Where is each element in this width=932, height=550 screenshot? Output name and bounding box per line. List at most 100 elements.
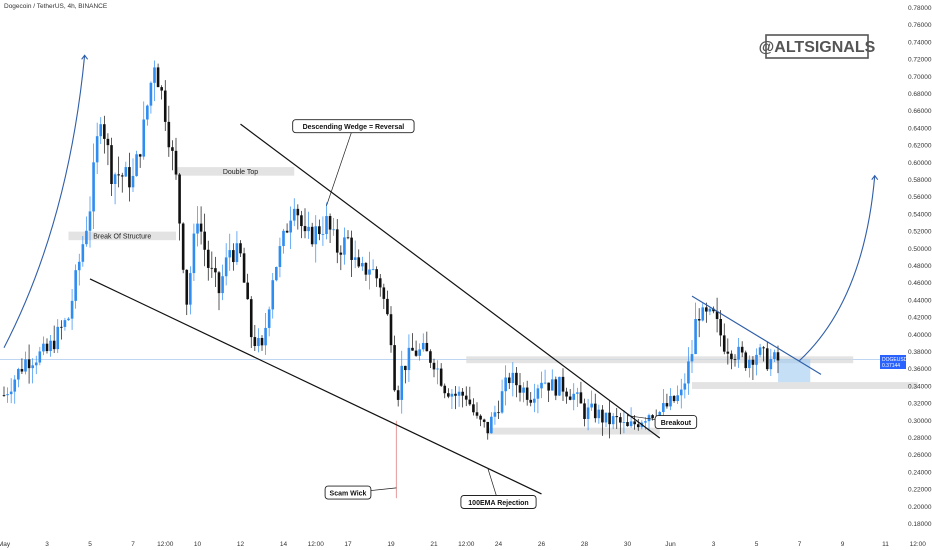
candle-body: [228, 250, 232, 258]
x-tick-label: May: [0, 541, 11, 548]
candle-body: [246, 282, 249, 300]
candle-body: [615, 416, 619, 418]
candle-body: [56, 326, 60, 350]
candle-body: [497, 412, 500, 414]
x-tick-label: 14: [280, 541, 288, 548]
y-tick-label: 0.38000: [908, 349, 932, 356]
candle-body: [146, 105, 149, 120]
candle-body: [203, 231, 206, 250]
y-tick-label: 0.46000: [908, 280, 932, 287]
candle-body: [163, 90, 167, 122]
candle-body: [199, 223, 203, 232]
y-tick-label: 0.56000: [908, 194, 932, 201]
y-tick-label: 0.48000: [908, 263, 932, 270]
x-tick-label: 7: [798, 541, 802, 548]
x-tick-label: 12: [237, 541, 245, 548]
candle-body: [715, 311, 719, 319]
candle-body: [533, 398, 536, 403]
candle-body: [490, 416, 493, 434]
candle-body: [651, 415, 654, 419]
candle-body: [27, 359, 31, 369]
candle-body: [343, 237, 346, 255]
candle-body: [67, 318, 70, 321]
candle-body: [339, 252, 343, 255]
candle-body: [13, 379, 17, 392]
x-tick-label: 19: [387, 541, 395, 548]
candle-body: [561, 376, 565, 392]
candle-body: [128, 167, 131, 188]
candle-body: [475, 412, 479, 416]
candle-body: [629, 421, 633, 427]
candle-body: [378, 278, 382, 288]
candle-body: [443, 385, 447, 394]
candle-body: [439, 368, 443, 386]
candle-body: [429, 351, 432, 363]
candle-body: [49, 340, 52, 352]
candle-body: [364, 262, 368, 275]
candle-body: [468, 399, 472, 405]
x-tick-label: 30: [624, 541, 632, 548]
candle-body: [436, 368, 439, 370]
candle-body: [583, 403, 586, 419]
candle-body: [110, 145, 113, 184]
x-tick-label: 24: [495, 541, 503, 548]
candle-body: [507, 377, 511, 384]
candle-body: [543, 382, 547, 384]
candle-body: [160, 87, 163, 91]
annotation-box: [654, 415, 698, 429]
x-tick-label: 12:00: [458, 541, 475, 548]
candle-body: [260, 337, 264, 346]
candle-body: [249, 299, 253, 338]
candle-body: [404, 365, 407, 371]
retest-zone: [692, 382, 918, 389]
candle-body: [300, 215, 303, 227]
candle-body: [368, 269, 371, 275]
y-tick-label: 0.70000: [908, 74, 932, 81]
projection-arrows: [3, 54, 879, 362]
candle-body: [457, 391, 461, 396]
candle-body: [95, 136, 99, 163]
annotation-label: Breakout: [661, 420, 692, 427]
x-tick-label: 17: [344, 541, 352, 548]
candle-body: [271, 280, 275, 310]
candle-body: [189, 273, 192, 305]
price-tag-box: [880, 355, 906, 369]
candle-body: [418, 349, 421, 356]
candle-body: [744, 352, 748, 369]
candle-body: [597, 409, 601, 419]
candle-body: [769, 359, 773, 370]
candle-body: [314, 226, 318, 245]
candle-body: [636, 424, 640, 428]
candle-body: [407, 347, 411, 371]
candle-body: [393, 345, 396, 391]
candle-body: [389, 314, 393, 346]
candle-body: [504, 377, 507, 392]
candle-body: [461, 391, 464, 396]
candle-body: [74, 270, 77, 301]
candle-body: [773, 352, 776, 360]
candle-body: [590, 403, 593, 408]
candle-body: [138, 154, 142, 157]
candlestick-series: [2, 60, 780, 499]
y-tick-label: 0.18000: [908, 521, 932, 528]
candle-body: [310, 226, 314, 245]
candle-body: [672, 395, 676, 402]
x-tick-label: 12:00: [308, 541, 325, 548]
watermark: @ALTSIGNALS: [759, 34, 876, 59]
candle-body: [697, 319, 701, 321]
candle-body: [357, 257, 361, 267]
symbol-tag: DOGEUSDT: [882, 357, 910, 363]
candle-body: [722, 335, 726, 352]
candle-body: [99, 124, 103, 137]
candle-body: [730, 353, 733, 360]
candle-body: [622, 422, 626, 423]
annotation-label: Descending Wedge = Reversal: [303, 124, 405, 131]
candle-body: [679, 389, 683, 396]
entry-zone: [778, 358, 811, 383]
y-tick-label: 0.24000: [908, 469, 932, 476]
x-tick-label: 7: [131, 541, 135, 548]
y-tick-label: 0.36000: [908, 366, 932, 373]
candle-body: [2, 395, 6, 396]
candle-body: [647, 415, 651, 422]
